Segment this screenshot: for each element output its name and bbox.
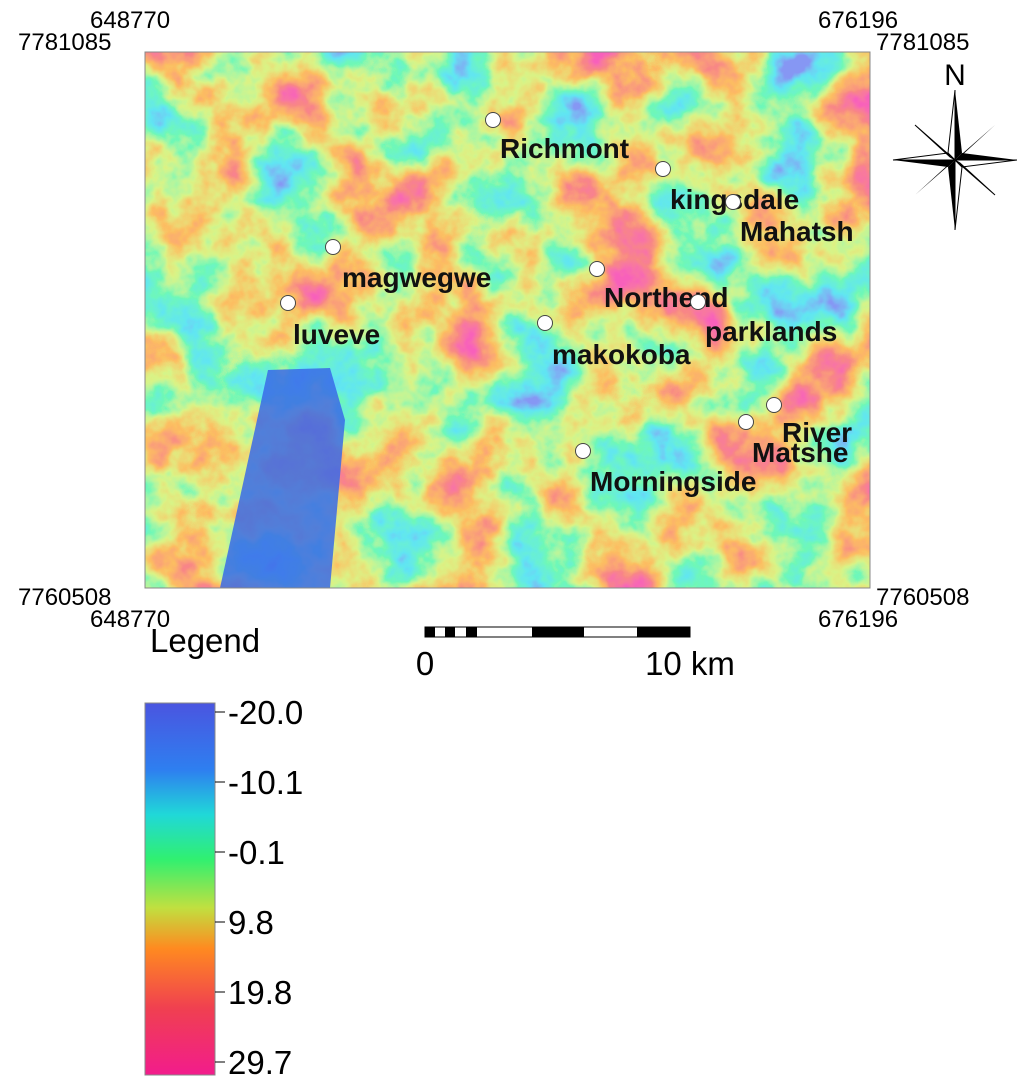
place-label: luveve	[293, 319, 380, 350]
raster: RichmontkingsdaleMahatshmagwegweNorthend…	[145, 52, 870, 588]
legend-title: Legend	[150, 622, 260, 659]
place-marker	[326, 240, 341, 255]
legend-label: 9.8	[228, 904, 274, 941]
scale-bar: 0 10 km	[416, 627, 735, 682]
place-marker	[767, 398, 782, 413]
place-label: Matshe	[752, 437, 848, 468]
y-max-right: 7781085	[876, 29, 969, 56]
place-label: magwegwe	[342, 262, 491, 293]
legend-label: 19.8	[228, 974, 292, 1011]
north-arrow: N	[893, 59, 1017, 230]
place-marker	[656, 162, 671, 177]
legend-ramp	[145, 703, 215, 1075]
scale-end: 10 km	[645, 645, 735, 682]
legend-label: -10.1	[228, 764, 303, 801]
place-marker	[739, 415, 754, 430]
place-label: makokoba	[552, 339, 691, 370]
place-label: Mahatsh	[740, 216, 854, 247]
legend: -20.0 -10.1 -0.1 9.8 19.8 29.7	[215, 694, 303, 1081]
place-marker	[538, 316, 553, 331]
place-marker	[726, 195, 741, 210]
legend-label: -0.1	[228, 834, 285, 871]
map-page: RichmontkingsdaleMahatshmagwegweNorthend…	[0, 0, 1017, 1091]
x-max-bottom: 676196	[818, 606, 898, 633]
place-label: Northend	[604, 282, 728, 313]
place-marker	[691, 295, 706, 310]
place-marker	[281, 296, 296, 311]
place-marker	[590, 262, 605, 277]
north-label: N	[944, 59, 966, 92]
y-max-left: 7781085	[18, 29, 111, 56]
scale-start: 0	[416, 645, 434, 682]
place-label: Morningside	[590, 466, 756, 497]
place-marker	[486, 113, 501, 128]
legend-label: -20.0	[228, 694, 303, 731]
place-marker	[576, 444, 591, 459]
place-label: Richmont	[500, 133, 629, 164]
legend-label: 29.7	[228, 1044, 292, 1081]
place-label: parklands	[705, 316, 837, 347]
